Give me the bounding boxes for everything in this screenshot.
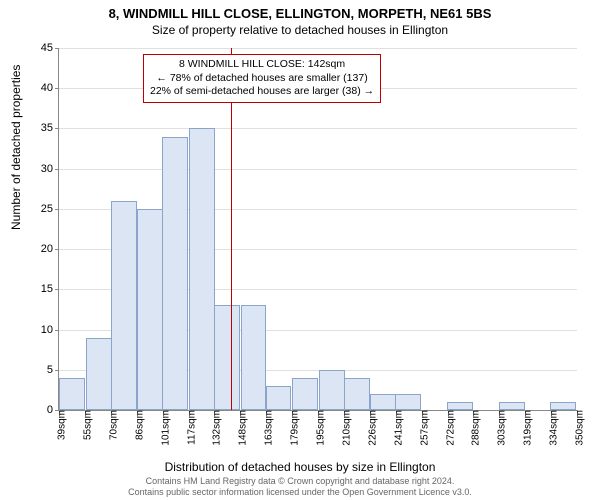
footer-attribution: Contains HM Land Registry data © Crown c… xyxy=(0,476,600,498)
histogram-bar xyxy=(86,338,112,410)
xtick-label: 101sqm xyxy=(154,410,171,446)
histogram-bar xyxy=(370,394,396,410)
xtick-label: 350sqm xyxy=(569,410,586,446)
xtick-label: 117sqm xyxy=(180,410,197,445)
histogram-bar xyxy=(111,201,137,410)
histogram-bar xyxy=(266,386,292,410)
ytick-label: 45 xyxy=(41,42,59,54)
histogram-bar xyxy=(344,378,370,410)
xtick-label: 55sqm xyxy=(76,410,93,440)
xtick-label: 241sqm xyxy=(387,410,404,446)
histogram-bar xyxy=(499,402,525,410)
xtick-label: 319sqm xyxy=(517,410,534,446)
ytick-label: 20 xyxy=(41,243,59,255)
xtick-label: 132sqm xyxy=(206,410,223,446)
histogram-bar xyxy=(395,394,421,410)
footer-line2: Contains public sector information licen… xyxy=(0,487,600,498)
grid-line xyxy=(59,48,577,49)
xtick-label: 148sqm xyxy=(232,410,249,446)
xtick-label: 163sqm xyxy=(258,410,275,446)
title-main: 8, WINDMILL HILL CLOSE, ELLINGTON, MORPE… xyxy=(0,0,600,21)
annotation-box: 8 WINDMILL HILL CLOSE: 142sqm← 78% of de… xyxy=(143,54,381,103)
histogram-bar xyxy=(189,128,215,410)
histogram-bar xyxy=(137,209,163,410)
histogram-bar xyxy=(292,378,318,410)
xtick-label: 334sqm xyxy=(543,410,560,446)
annotation-line2: ← 78% of detached houses are smaller (13… xyxy=(150,72,374,86)
ytick-label: 35 xyxy=(41,122,59,134)
ytick-label: 5 xyxy=(47,364,59,376)
title-sub: Size of property relative to detached ho… xyxy=(0,21,600,37)
ytick-label: 25 xyxy=(41,203,59,215)
xtick-label: 210sqm xyxy=(335,410,352,446)
chart-container: 8, WINDMILL HILL CLOSE, ELLINGTON, MORPE… xyxy=(0,0,600,500)
histogram-bar xyxy=(447,402,473,410)
histogram-bar xyxy=(550,402,576,410)
xtick-label: 303sqm xyxy=(491,410,508,446)
xtick-label: 39sqm xyxy=(51,410,68,440)
annotation-line3: 22% of semi-detached houses are larger (… xyxy=(150,85,374,99)
histogram-bar xyxy=(319,370,345,410)
y-axis-label: Number of detached properties xyxy=(9,65,23,230)
ytick-label: 40 xyxy=(41,82,59,94)
xtick-label: 257sqm xyxy=(413,410,430,446)
histogram-bar xyxy=(241,305,267,410)
chart-plot-area: 05101520253035404539sqm55sqm70sqm86sqm10… xyxy=(58,48,577,411)
ytick-label: 10 xyxy=(41,324,59,336)
xtick-label: 226sqm xyxy=(361,410,378,446)
histogram-bar xyxy=(214,305,240,410)
grid-line xyxy=(59,169,577,170)
xtick-label: 70sqm xyxy=(102,410,119,440)
grid-line xyxy=(59,128,577,129)
xtick-label: 288sqm xyxy=(465,410,482,446)
xtick-label: 179sqm xyxy=(284,410,301,446)
xtick-label: 272sqm xyxy=(439,410,456,446)
x-axis-label: Distribution of detached houses by size … xyxy=(0,460,600,474)
xtick-label: 86sqm xyxy=(128,410,145,440)
ytick-label: 30 xyxy=(41,163,59,175)
histogram-bar xyxy=(162,137,188,411)
annotation-line1: 8 WINDMILL HILL CLOSE: 142sqm xyxy=(150,58,374,72)
footer-line1: Contains HM Land Registry data © Crown c… xyxy=(0,476,600,487)
ytick-label: 15 xyxy=(41,283,59,295)
xtick-label: 195sqm xyxy=(310,410,327,446)
histogram-bar xyxy=(59,378,85,410)
